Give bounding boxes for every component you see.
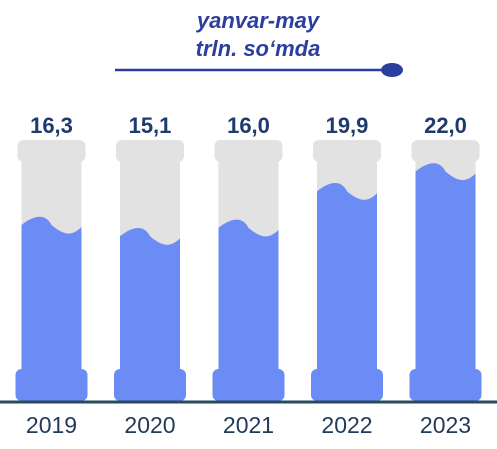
chart-subtitle: trln. so‘mda — [196, 36, 321, 61]
bar — [317, 182, 377, 378]
value-label: 16,0 — [227, 113, 270, 138]
bar — [120, 228, 180, 378]
x-tick-label: 2021 — [223, 412, 274, 438]
x-tick-label: 2019 — [26, 412, 77, 438]
tube-cap — [411, 140, 480, 162]
bar — [21, 216, 82, 378]
x-tick-label: 2022 — [321, 412, 372, 438]
tube-base — [409, 369, 482, 401]
value-label: 16,3 — [30, 113, 73, 138]
tube-cap — [116, 140, 184, 162]
x-tick-label: 2020 — [124, 412, 175, 438]
tube-cap — [313, 140, 381, 162]
value-label: 19,9 — [326, 113, 369, 138]
tube-base — [311, 369, 383, 401]
tube-cap — [17, 140, 86, 162]
value-label: 22,0 — [424, 113, 467, 138]
tube-cap — [214, 140, 283, 162]
x-tick-label: 2023 — [420, 412, 471, 438]
tube-base — [114, 369, 186, 401]
chart-title: yanvar-may — [196, 8, 321, 33]
tube-base — [212, 369, 285, 401]
tube-base — [15, 369, 88, 401]
value-label: 15,1 — [129, 113, 172, 138]
bar — [415, 163, 476, 378]
bar — [218, 219, 279, 378]
title-dot — [381, 63, 403, 77]
